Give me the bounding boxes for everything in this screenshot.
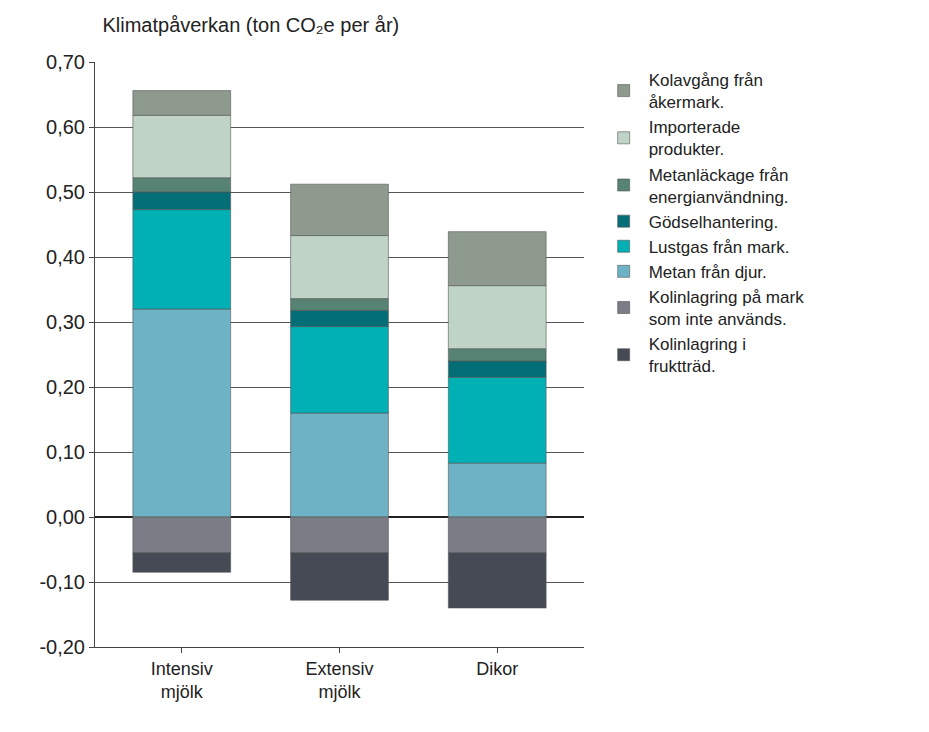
svg-text:Gödselhantering.: Gödselhantering. (649, 213, 778, 232)
svg-text:0,10: 0,10 (46, 441, 85, 463)
svg-text:Klimatpåverkan (ton CO₂e per å: Klimatpåverkan (ton CO₂e per år) (102, 14, 399, 36)
svg-text:0,20: 0,20 (46, 376, 85, 398)
svg-text:0,00: 0,00 (46, 506, 85, 528)
svg-text:0,70: 0,70 (46, 51, 85, 73)
svg-text:0,40: 0,40 (46, 246, 85, 268)
svg-text:-0,20: -0,20 (39, 636, 85, 658)
svg-text:Kolinlagring på marksom inte a: Kolinlagring på marksom inte används. (649, 288, 804, 329)
svg-text:Lustgas från mark.: Lustgas från mark. (649, 238, 790, 257)
svg-text:Kolavgång frånåkermark.: Kolavgång frånåkermark. (649, 71, 763, 112)
svg-text:0,60: 0,60 (46, 116, 85, 138)
svg-text:0,30: 0,30 (46, 311, 85, 333)
svg-text:Dikor: Dikor (476, 659, 518, 679)
svg-text:Metanläckage frånenergianvändn: Metanläckage frånenergianvändning. (649, 166, 789, 207)
svg-text:Kolinlagring ifruktträd.: Kolinlagring ifruktträd. (649, 335, 746, 376)
svg-text:-0,10: -0,10 (39, 571, 85, 593)
svg-text:Importeradeprodukter.: Importeradeprodukter. (649, 118, 741, 159)
svg-text:Intensivmjölk: Intensivmjölk (151, 659, 213, 702)
svg-text:0,50: 0,50 (46, 181, 85, 203)
svg-text:Extensivmjölk: Extensivmjölk (305, 659, 373, 702)
svg-text:Metan från djur.: Metan från djur. (649, 263, 767, 282)
